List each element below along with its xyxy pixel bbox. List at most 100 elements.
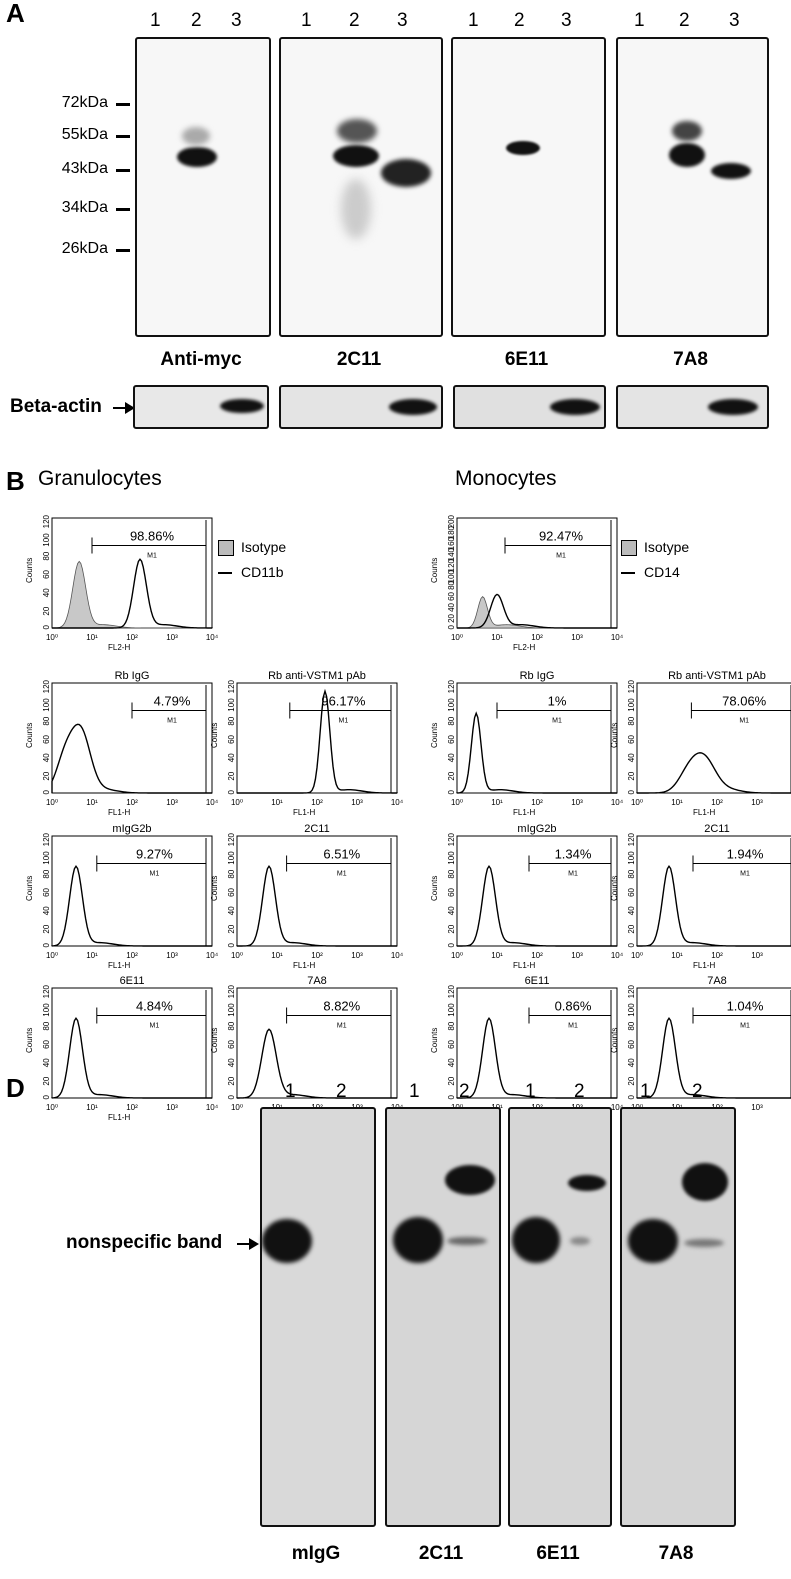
histogram-svg: 0 20 40 60 80 100 120 Counts 10⁰ 10¹ 10² 10³ 10⁴ FL1-… <box>430 670 624 817</box>
y-tick-label: 80 <box>627 869 636 878</box>
band <box>333 145 379 167</box>
y-tick-label: 80 <box>447 1021 456 1030</box>
y-tick-label: 40 <box>447 1058 456 1067</box>
x-tick-label: 10⁴ <box>611 951 624 960</box>
y-tick-label: 60 <box>447 591 456 600</box>
y-tick-label: 20 <box>447 1076 456 1085</box>
y-tick-label: 100 <box>42 1003 51 1017</box>
y-tick-label: 120 <box>447 984 456 998</box>
histogram-monocytes-cd14: 0 20 40 60 80 100 120 140 160 180 200 Counts 10⁰ 10¹ 1… <box>425 500 624 652</box>
mw-tick-72 <box>116 103 130 106</box>
y-tick-label: 20 <box>627 924 636 933</box>
blot-label-7a8: 7A8 <box>673 349 708 370</box>
lane-label: 2 <box>191 10 202 31</box>
x-tick-label: 10⁰ <box>231 951 243 960</box>
plot-title: Rb IgG <box>115 670 150 682</box>
y-tick-label: 80 <box>227 869 236 878</box>
blot-label-anti-myc: Anti-myc <box>160 349 242 370</box>
x-tick-label: 10² <box>311 798 323 807</box>
gate-label: M1 <box>150 1023 160 1030</box>
ip-blot-migg <box>260 1107 376 1527</box>
y-axis-label: Counts <box>430 876 439 901</box>
x-axis-label: FL1-H <box>108 961 130 970</box>
y-axis-label: Counts <box>25 876 34 901</box>
lane-label: 1 <box>634 10 645 31</box>
y-tick-label: 0 <box>227 1094 236 1099</box>
y-axis-label: Counts <box>210 1028 219 1053</box>
x-axis-label: FL1-H <box>293 808 315 817</box>
plot-title: Rb IgG <box>520 670 555 682</box>
y-tick-label: 60 <box>42 734 51 743</box>
isotype-curve <box>456 596 617 629</box>
y-tick-label: 40 <box>447 906 456 915</box>
x-tick-label: 10⁰ <box>46 951 58 960</box>
x-tick-label: 10⁰ <box>451 633 463 642</box>
histogram-granulocytes-migg2b: 0 20 40 60 80 100 120 Counts 10⁰ 10¹ 10² 10³ 10⁴ FL1-… <box>20 818 224 981</box>
lane-label: 3 <box>729 10 740 31</box>
x-tick-label: 10¹ <box>671 798 683 807</box>
lane-label: 1 <box>150 10 161 31</box>
y-tick-label: 80 <box>42 716 51 725</box>
y-tick-label: 0 <box>42 624 51 629</box>
y-tick-label: 0 <box>227 942 236 947</box>
y-tick-label: 100 <box>42 698 51 712</box>
x-tick-label: 10⁰ <box>631 798 643 807</box>
y-tick-label: 60 <box>627 887 636 896</box>
band <box>262 1219 312 1263</box>
y-tick-label: 120 <box>627 984 636 998</box>
histogram-svg: 0 20 40 60 80 100 120 Counts 10⁰ 10¹ 10² 10³ 10⁴ FL1-… <box>210 823 404 970</box>
legend-isotype: Isotype <box>644 539 690 555</box>
gate-percentage: 1.34% <box>555 847 592 862</box>
beta-actin-blot-1 <box>133 385 269 429</box>
x-tick-label: 10³ <box>166 633 178 642</box>
y-tick-label: 40 <box>227 1058 236 1067</box>
mw-43: 43kDa <box>61 160 108 177</box>
y-tick-label: 180 <box>447 525 456 539</box>
x-tick-label: 10⁴ <box>611 633 624 642</box>
x-tick-label: 10² <box>126 798 138 807</box>
histogram-curve <box>51 1016 212 1099</box>
x-axis-label: FL1-H <box>693 808 715 817</box>
gate-label: M1 <box>739 718 749 725</box>
histogram-monocytes-migg2b: 0 20 40 60 80 100 120 Counts 10⁰ 10¹ 10² 10³ 10⁴ FL1-… <box>425 818 629 981</box>
mw-34: 34kDa <box>61 199 108 216</box>
x-tick-label: 10⁰ <box>451 951 463 960</box>
histogram-svg: 0 20 40 60 80 100 120 Counts 10⁰ 10¹ 10² 10³ 10⁴ FL1-… <box>610 670 791 817</box>
gate-percentage: 98.86% <box>130 529 175 544</box>
y-tick-label: 40 <box>42 753 51 762</box>
plot-title: 7A8 <box>707 975 727 987</box>
gate-percentage: 6.51% <box>323 847 360 862</box>
histogram-granulocytes-rb-igg: 0 20 40 60 80 100 120 Counts 10⁰ 10¹ 10² 10³ 10⁴ FL1-… <box>20 665 224 828</box>
gate-label: M1 <box>740 871 750 878</box>
ip-blot-6e11 <box>508 1107 612 1527</box>
band <box>182 127 210 145</box>
beta-actin-blot-4 <box>616 385 769 429</box>
y-tick-label: 100 <box>627 698 636 712</box>
band <box>628 1219 678 1263</box>
mw-72: 72kDa <box>61 94 108 111</box>
y-tick-label: 20 <box>227 1076 236 1085</box>
plot-frame <box>236 835 398 947</box>
y-tick-label: 60 <box>42 569 51 578</box>
band <box>568 1175 606 1191</box>
histogram-svg: 0 20 40 60 80 100 120 Counts 10⁰ 10¹ 10² 10³ 10⁴ FL2-… <box>25 514 219 652</box>
blot-label-6e11: 6E11 <box>536 1543 580 1564</box>
y-tick-label: 120 <box>447 679 456 693</box>
histogram-curve <box>237 688 398 794</box>
y-tick-label: 20 <box>42 1076 51 1085</box>
band <box>389 399 437 415</box>
band <box>445 1165 495 1195</box>
y-tick-label: 0 <box>447 942 456 947</box>
y-tick-label: 0 <box>447 624 456 629</box>
y-tick-label: 60 <box>42 887 51 896</box>
y-axis-label: Counts <box>210 876 219 901</box>
y-tick-label: 60 <box>42 1039 51 1048</box>
plot-title: 7A8 <box>307 975 327 987</box>
y-tick-label: 120 <box>227 984 236 998</box>
y-tick-label: 40 <box>42 588 51 597</box>
y-axis-label: Counts <box>430 1028 439 1053</box>
band <box>512 1217 560 1263</box>
x-tick-label: 10³ <box>351 951 363 960</box>
arrow-right-icon <box>237 1238 259 1250</box>
y-tick-label: 100 <box>447 1003 456 1017</box>
